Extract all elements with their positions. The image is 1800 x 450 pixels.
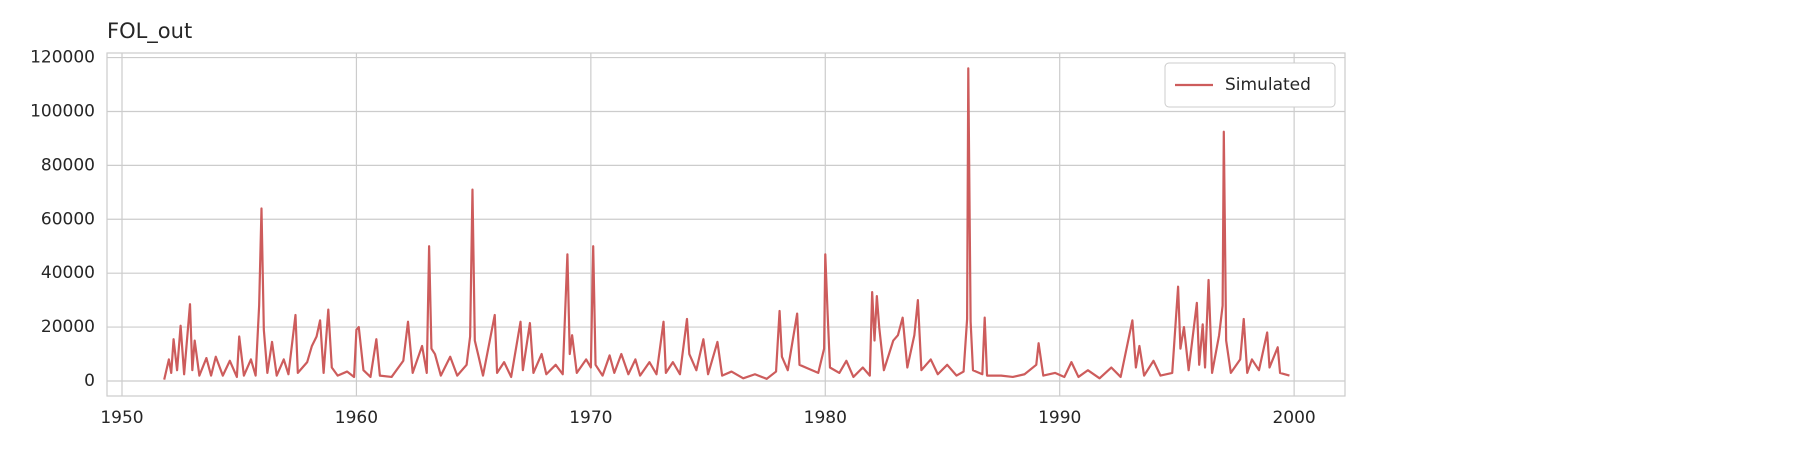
x-tick-label: 1960 (335, 408, 378, 428)
x-tick-label: 1980 (804, 408, 847, 428)
chart-title: FOL_out (107, 19, 192, 44)
x-tick-label: 1990 (1038, 408, 1081, 428)
x-tick-label: 1970 (569, 408, 612, 428)
y-tick-label: 60000 (41, 209, 95, 229)
y-tick-label: 20000 (41, 317, 95, 337)
y-tick-label: 80000 (41, 155, 95, 175)
legend-label: Simulated (1225, 75, 1311, 95)
y-tick-label: 100000 (30, 101, 95, 121)
legend-box (1164, 62, 1336, 108)
plot-frame (106, 52, 1346, 397)
x-tick-label: 2000 (1272, 408, 1315, 428)
y-tick-label: 40000 (41, 263, 95, 283)
x-tick-label: 1950 (100, 408, 143, 428)
y-tick-label: 120000 (30, 48, 95, 68)
y-tick-label: 0 (84, 371, 95, 391)
data-line (163, 67, 1290, 380)
